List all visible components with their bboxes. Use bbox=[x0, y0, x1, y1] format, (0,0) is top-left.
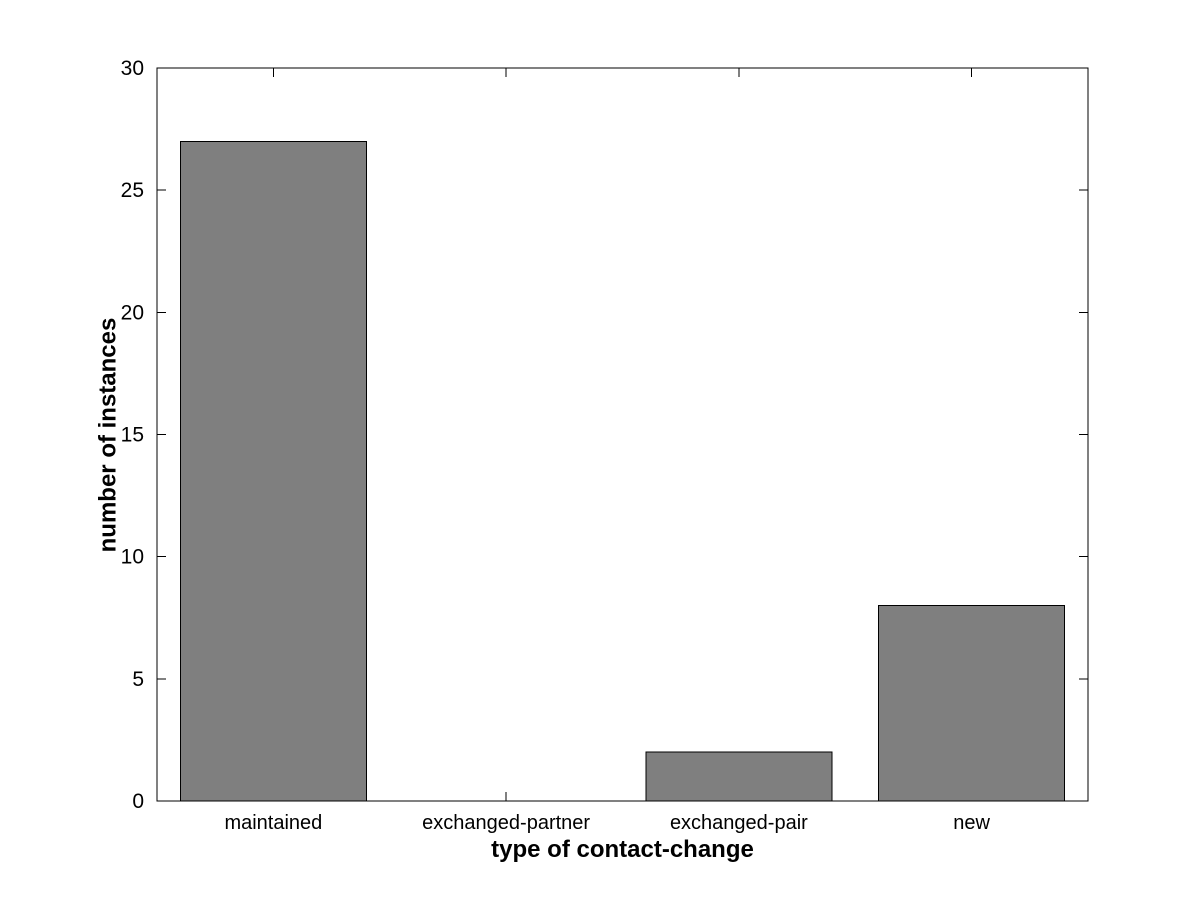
x-axis-label: type of contact-change bbox=[491, 836, 754, 863]
x-tick-label: maintained bbox=[224, 812, 322, 834]
y-tick-label: 0 bbox=[132, 790, 144, 813]
x-tick-label: new bbox=[953, 812, 990, 834]
bar-new bbox=[878, 605, 1066, 802]
y-tick-label: 15 bbox=[121, 424, 144, 447]
x-tick-label: exchanged-pair bbox=[670, 812, 808, 834]
y-tick-label: 30 bbox=[121, 57, 144, 80]
y-tick-label: 5 bbox=[132, 668, 144, 691]
bar-maintained bbox=[179, 140, 367, 802]
x-tick-label: exchanged-partner bbox=[422, 812, 590, 834]
y-tick-label: 20 bbox=[121, 301, 144, 324]
y-tick-label: 25 bbox=[121, 179, 144, 202]
axes-box bbox=[156, 67, 1089, 802]
y-tick-label: 10 bbox=[121, 546, 144, 569]
bar-exchanged-pair bbox=[645, 751, 833, 802]
